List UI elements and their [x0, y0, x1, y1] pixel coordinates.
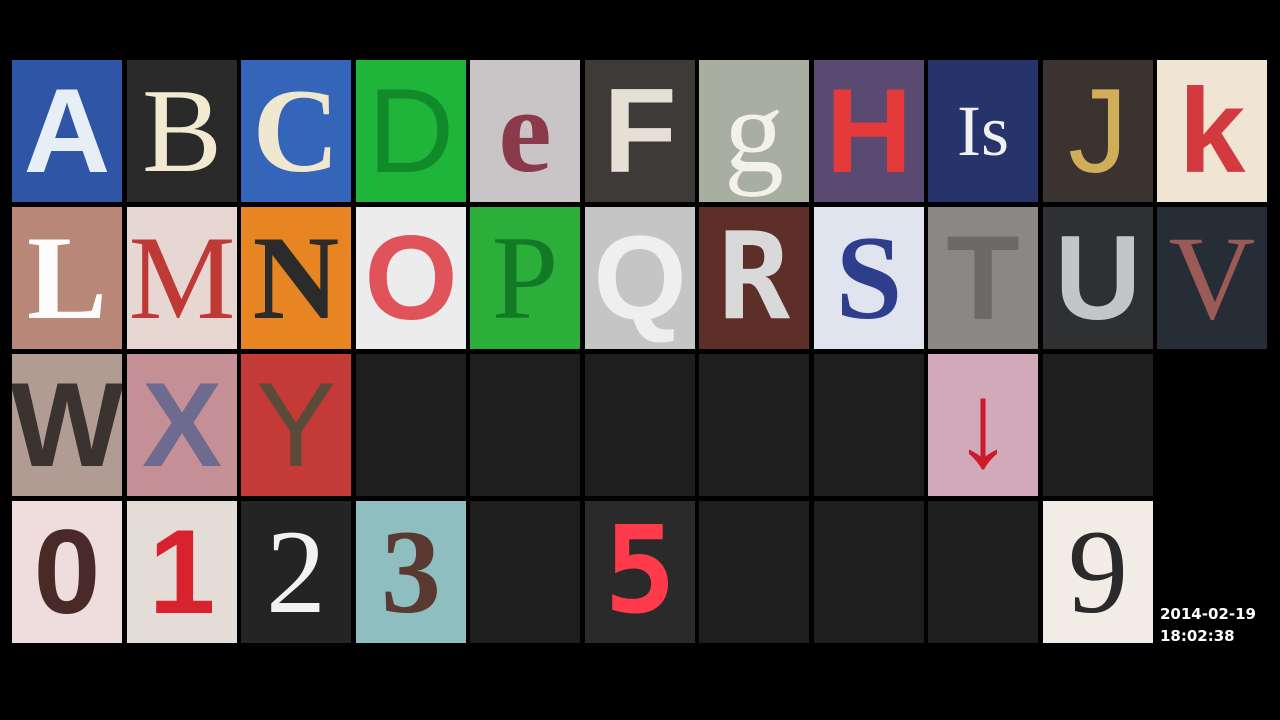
empty-tile — [470, 501, 580, 643]
letter-u-photo: U — [1054, 211, 1142, 345]
letter-r-photo: R — [717, 208, 791, 347]
letter-c-photo: C — [252, 64, 340, 197]
tile-digit-0-photo: 0 — [12, 501, 122, 643]
digit-5-photo: 5 — [603, 502, 677, 641]
digit-3-photo: 3 — [381, 505, 441, 638]
empty-tile — [699, 501, 809, 643]
arrow-down-icon: ↓ — [953, 358, 1013, 492]
tile-digit-2-photo: 2 — [241, 501, 351, 643]
tile-letter-s-photo: S — [814, 207, 924, 349]
empty-tile — [1043, 354, 1153, 496]
letter-x-photo: X — [141, 358, 223, 492]
tile-letter-p-photo: P — [470, 207, 580, 349]
tile-letter-g-photo: g — [699, 60, 809, 202]
letter-w-photo: W — [12, 358, 122, 492]
tile-digit-9-photo: 9 — [1043, 501, 1153, 643]
letter-f-photo: F — [603, 64, 677, 198]
tile-letter-l-photo: L — [12, 207, 122, 349]
empty-tile — [470, 354, 580, 496]
letter-s-photo: S — [835, 211, 903, 344]
empty-tile — [814, 501, 924, 643]
letter-p-photo: P — [491, 211, 559, 344]
letter-n-photo: N — [252, 211, 340, 344]
empty-tile — [928, 501, 1038, 643]
tile-letter-a-photo: A — [12, 60, 122, 202]
tile-letter-o-photo: O — [356, 207, 466, 349]
tile-letter-m-photo: M — [127, 207, 237, 349]
letter-e-photo: e — [498, 64, 552, 197]
tile-letter-f-photo: F — [585, 60, 695, 202]
tile-letter-j-photo: J — [1043, 60, 1153, 202]
tile-letter-n-photo: N — [241, 207, 351, 349]
digit-1-photo: 1 — [148, 505, 216, 639]
letter-b-photo: B — [141, 64, 223, 197]
letter-y-photo: Y — [255, 358, 337, 492]
letter-t-photo: T — [946, 211, 1020, 345]
letter-j-photo: J — [1068, 64, 1128, 198]
tile-letter-r-photo: R — [699, 207, 809, 349]
timestamp: 2014-02-19 18:02:38 — [1160, 603, 1256, 647]
letter-i-photo: Is — [957, 91, 1009, 171]
letter-v-photo: V — [1168, 211, 1256, 344]
tile-letter-w-photo: W — [12, 354, 122, 496]
letter-d-photo: D — [367, 64, 455, 198]
tile-letter-d-photo: D — [356, 60, 466, 202]
empty-tile — [356, 354, 466, 496]
digit-9-photo: 9 — [1068, 505, 1128, 638]
digit-0-photo: 0 — [33, 505, 101, 639]
tile-letter-i-photo: Is — [928, 60, 1038, 202]
tile-letter-x-photo: X — [127, 354, 237, 496]
letter-q-photo: Q — [593, 211, 687, 345]
empty-tile — [699, 354, 809, 496]
tile-digit-3-photo: 3 — [356, 501, 466, 643]
tile-letter-e-photo: e — [470, 60, 580, 202]
tile-digit-1-photo: 1 — [127, 501, 237, 643]
letter-o-photo: O — [364, 211, 458, 345]
letter-k-photo: k — [1178, 64, 1246, 198]
letter-h-photo: H — [825, 64, 913, 198]
letter-g-photo: g — [724, 64, 784, 197]
letter-l-photo: L — [26, 211, 108, 344]
tile-digit-5-photo: 5 — [585, 501, 695, 643]
letter-m-photo: M — [128, 211, 236, 344]
tile-letter-v-photo: V — [1157, 207, 1267, 349]
empty-tile — [585, 354, 695, 496]
timestamp-time: 18:02:38 — [1160, 627, 1235, 645]
tile-arrow-down-icon: ↓ — [928, 354, 1038, 496]
tile-letter-c-photo: C — [241, 60, 351, 202]
tile-letter-h-photo: H — [814, 60, 924, 202]
timestamp-date: 2014-02-19 — [1160, 605, 1256, 623]
letter-a-photo: A — [23, 64, 111, 198]
tile-letter-k-photo: k — [1157, 60, 1267, 202]
digit-2-photo: 2 — [266, 505, 326, 638]
tile-letter-b-photo: B — [127, 60, 237, 202]
tile-letter-y-photo: Y — [241, 354, 351, 496]
tile-letter-u-photo: U — [1043, 207, 1153, 349]
empty-tile — [814, 354, 924, 496]
tile-letter-q-photo: Q — [585, 207, 695, 349]
tile-letter-t-photo: T — [928, 207, 1038, 349]
